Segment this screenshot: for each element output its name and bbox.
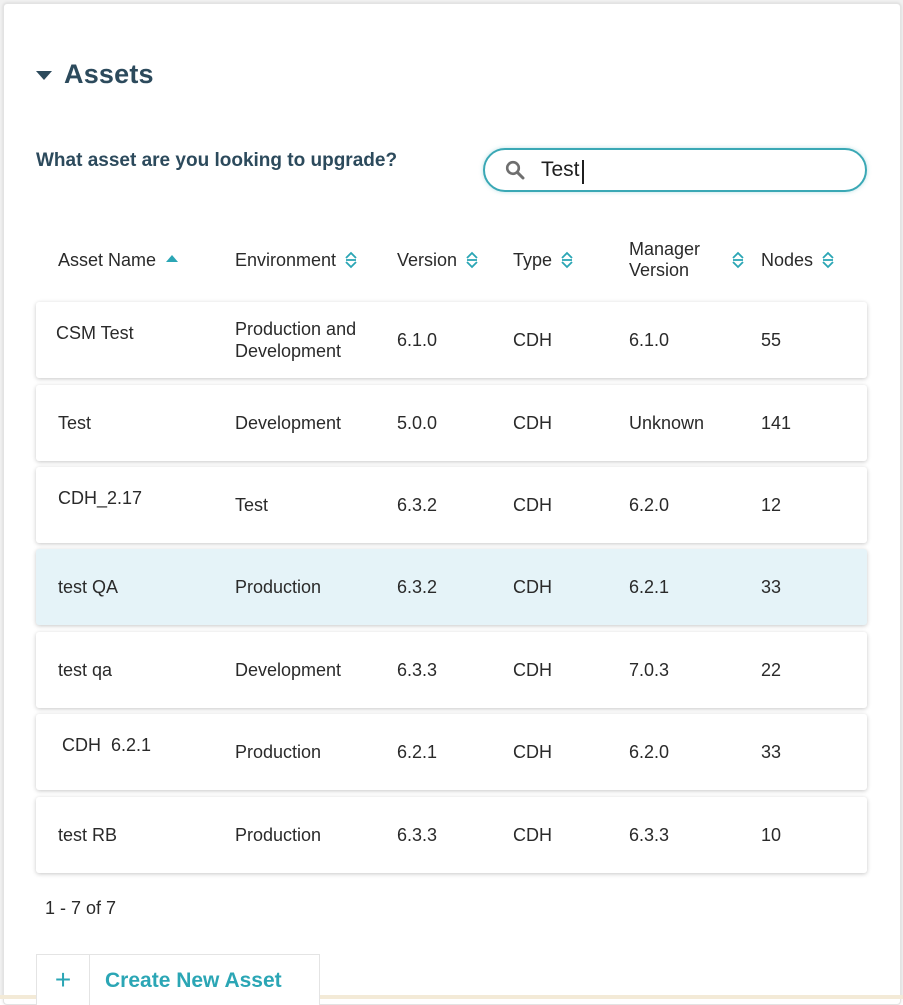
search-box[interactable] bbox=[483, 148, 867, 192]
sort-icon bbox=[732, 251, 744, 269]
cell-asset-name: test qa bbox=[58, 660, 113, 680]
section-title: Assets bbox=[64, 58, 154, 89]
column-header-label: Environment bbox=[235, 249, 337, 270]
text-cursor bbox=[582, 160, 584, 184]
cell-nodes: 22 bbox=[761, 660, 782, 680]
table-row[interactable]: CSM Test Production and Development 6.1.… bbox=[36, 302, 867, 378]
cell-type: CDH bbox=[513, 495, 552, 515]
cell-manager-version: 6.3.3 bbox=[629, 825, 670, 845]
cell-manager-version: 6.2.0 bbox=[629, 495, 670, 515]
cell-version: 6.3.2 bbox=[397, 495, 438, 515]
cell-environment: Development bbox=[235, 413, 342, 433]
cell-environment: Production bbox=[235, 742, 322, 762]
cell-manager-version: 6.2.0 bbox=[629, 742, 670, 762]
cell-manager-version: Unknown bbox=[629, 413, 705, 433]
cell-version: 5.0.0 bbox=[397, 413, 438, 433]
plus-icon: + bbox=[37, 955, 90, 1005]
cell-nodes: 12 bbox=[761, 495, 782, 515]
caret-down-icon bbox=[36, 70, 52, 80]
cell-nodes: 33 bbox=[761, 742, 782, 762]
table-row[interactable]: test RB Production 6.3.3 CDH 6.3.3 10 bbox=[36, 797, 867, 873]
cell-nodes: 141 bbox=[761, 413, 792, 433]
column-header-version[interactable]: Version bbox=[397, 236, 479, 284]
column-header-asset-name[interactable]: Asset Name bbox=[58, 236, 179, 284]
cell-environment: Test bbox=[235, 495, 269, 515]
cell-asset-name: CDH_2.17 bbox=[58, 488, 143, 508]
cell-manager-version: 6.1.0 bbox=[629, 330, 670, 350]
create-new-asset-button[interactable]: + Create New Asset bbox=[36, 954, 320, 1005]
cell-asset-name: CSM Test bbox=[56, 323, 134, 343]
search-input[interactable] bbox=[541, 158, 841, 182]
cell-environment: Production bbox=[235, 577, 322, 597]
column-header-type[interactable]: Type bbox=[513, 236, 574, 284]
sort-icon bbox=[466, 251, 478, 269]
cell-version: 6.3.2 bbox=[397, 577, 438, 597]
cell-manager-version: 6.2.1 bbox=[629, 577, 670, 597]
sort-icon bbox=[561, 251, 573, 269]
cell-type: CDH bbox=[513, 742, 552, 762]
cell-type: CDH bbox=[513, 825, 552, 845]
cell-environment: Development bbox=[235, 660, 342, 680]
cell-type: CDH bbox=[513, 577, 552, 597]
cell-nodes: 33 bbox=[761, 577, 782, 597]
cell-asset-name: test RB bbox=[58, 825, 118, 845]
cell-nodes: 10 bbox=[761, 825, 782, 845]
table-row[interactable]: CDH 6.2.1 Production 6.2.1 CDH 6.2.0 33 bbox=[36, 714, 867, 790]
cell-asset-name: test QA bbox=[58, 577, 119, 597]
cell-version: 6.3.3 bbox=[397, 825, 438, 845]
table-row[interactable]: CDH_2.17 Test 6.3.2 CDH 6.2.0 12 bbox=[36, 467, 867, 543]
column-header-label: Version bbox=[397, 249, 458, 270]
cell-version: 6.3.3 bbox=[397, 660, 438, 680]
column-header-nodes[interactable]: Nodes bbox=[761, 236, 835, 284]
sort-icon bbox=[345, 251, 357, 269]
sort-icon bbox=[822, 251, 834, 269]
cell-manager-version: 7.0.3 bbox=[629, 660, 670, 680]
table-row-selected[interactable]: test QA Production 6.3.2 CDH 6.2.1 33 bbox=[36, 549, 867, 625]
cell-environment: Production and Development bbox=[235, 319, 357, 361]
cell-asset-name: Test bbox=[58, 413, 92, 433]
search-question: What asset are you looking to upgrade? bbox=[36, 150, 398, 171]
column-header-label: Type bbox=[513, 249, 553, 270]
cell-version: 6.2.1 bbox=[397, 742, 438, 762]
assets-section-toggle[interactable]: Assets bbox=[36, 56, 154, 92]
table-row[interactable]: test qa Development 6.3.3 CDH 7.0.3 22 bbox=[36, 632, 867, 708]
cell-version: 6.1.0 bbox=[397, 330, 438, 350]
column-header-label: Manager Version bbox=[629, 239, 701, 280]
bottom-strip bbox=[0, 995, 903, 999]
create-new-asset-label: Create New Asset bbox=[105, 969, 282, 992]
sort-ascending-icon bbox=[166, 255, 179, 262]
column-header-label: Asset Name bbox=[58, 249, 157, 270]
column-header-label: Nodes bbox=[761, 249, 814, 270]
cell-type: CDH bbox=[513, 413, 552, 433]
cell-type: CDH bbox=[513, 330, 552, 350]
cell-asset-name: CDH 6.2.1 bbox=[62, 735, 152, 755]
pagination-summary: 1 - 7 of 7 bbox=[45, 898, 117, 918]
cell-environment: Production bbox=[235, 825, 322, 845]
search-icon bbox=[505, 160, 525, 180]
cell-type: CDH bbox=[513, 660, 552, 680]
column-header-environment[interactable]: Environment bbox=[235, 236, 358, 284]
column-header-manager-version[interactable]: Manager Version bbox=[629, 236, 745, 284]
table-row[interactable]: Test Development 5.0.0 CDH Unknown 141 bbox=[36, 385, 867, 461]
cell-nodes: 55 bbox=[761, 330, 782, 350]
